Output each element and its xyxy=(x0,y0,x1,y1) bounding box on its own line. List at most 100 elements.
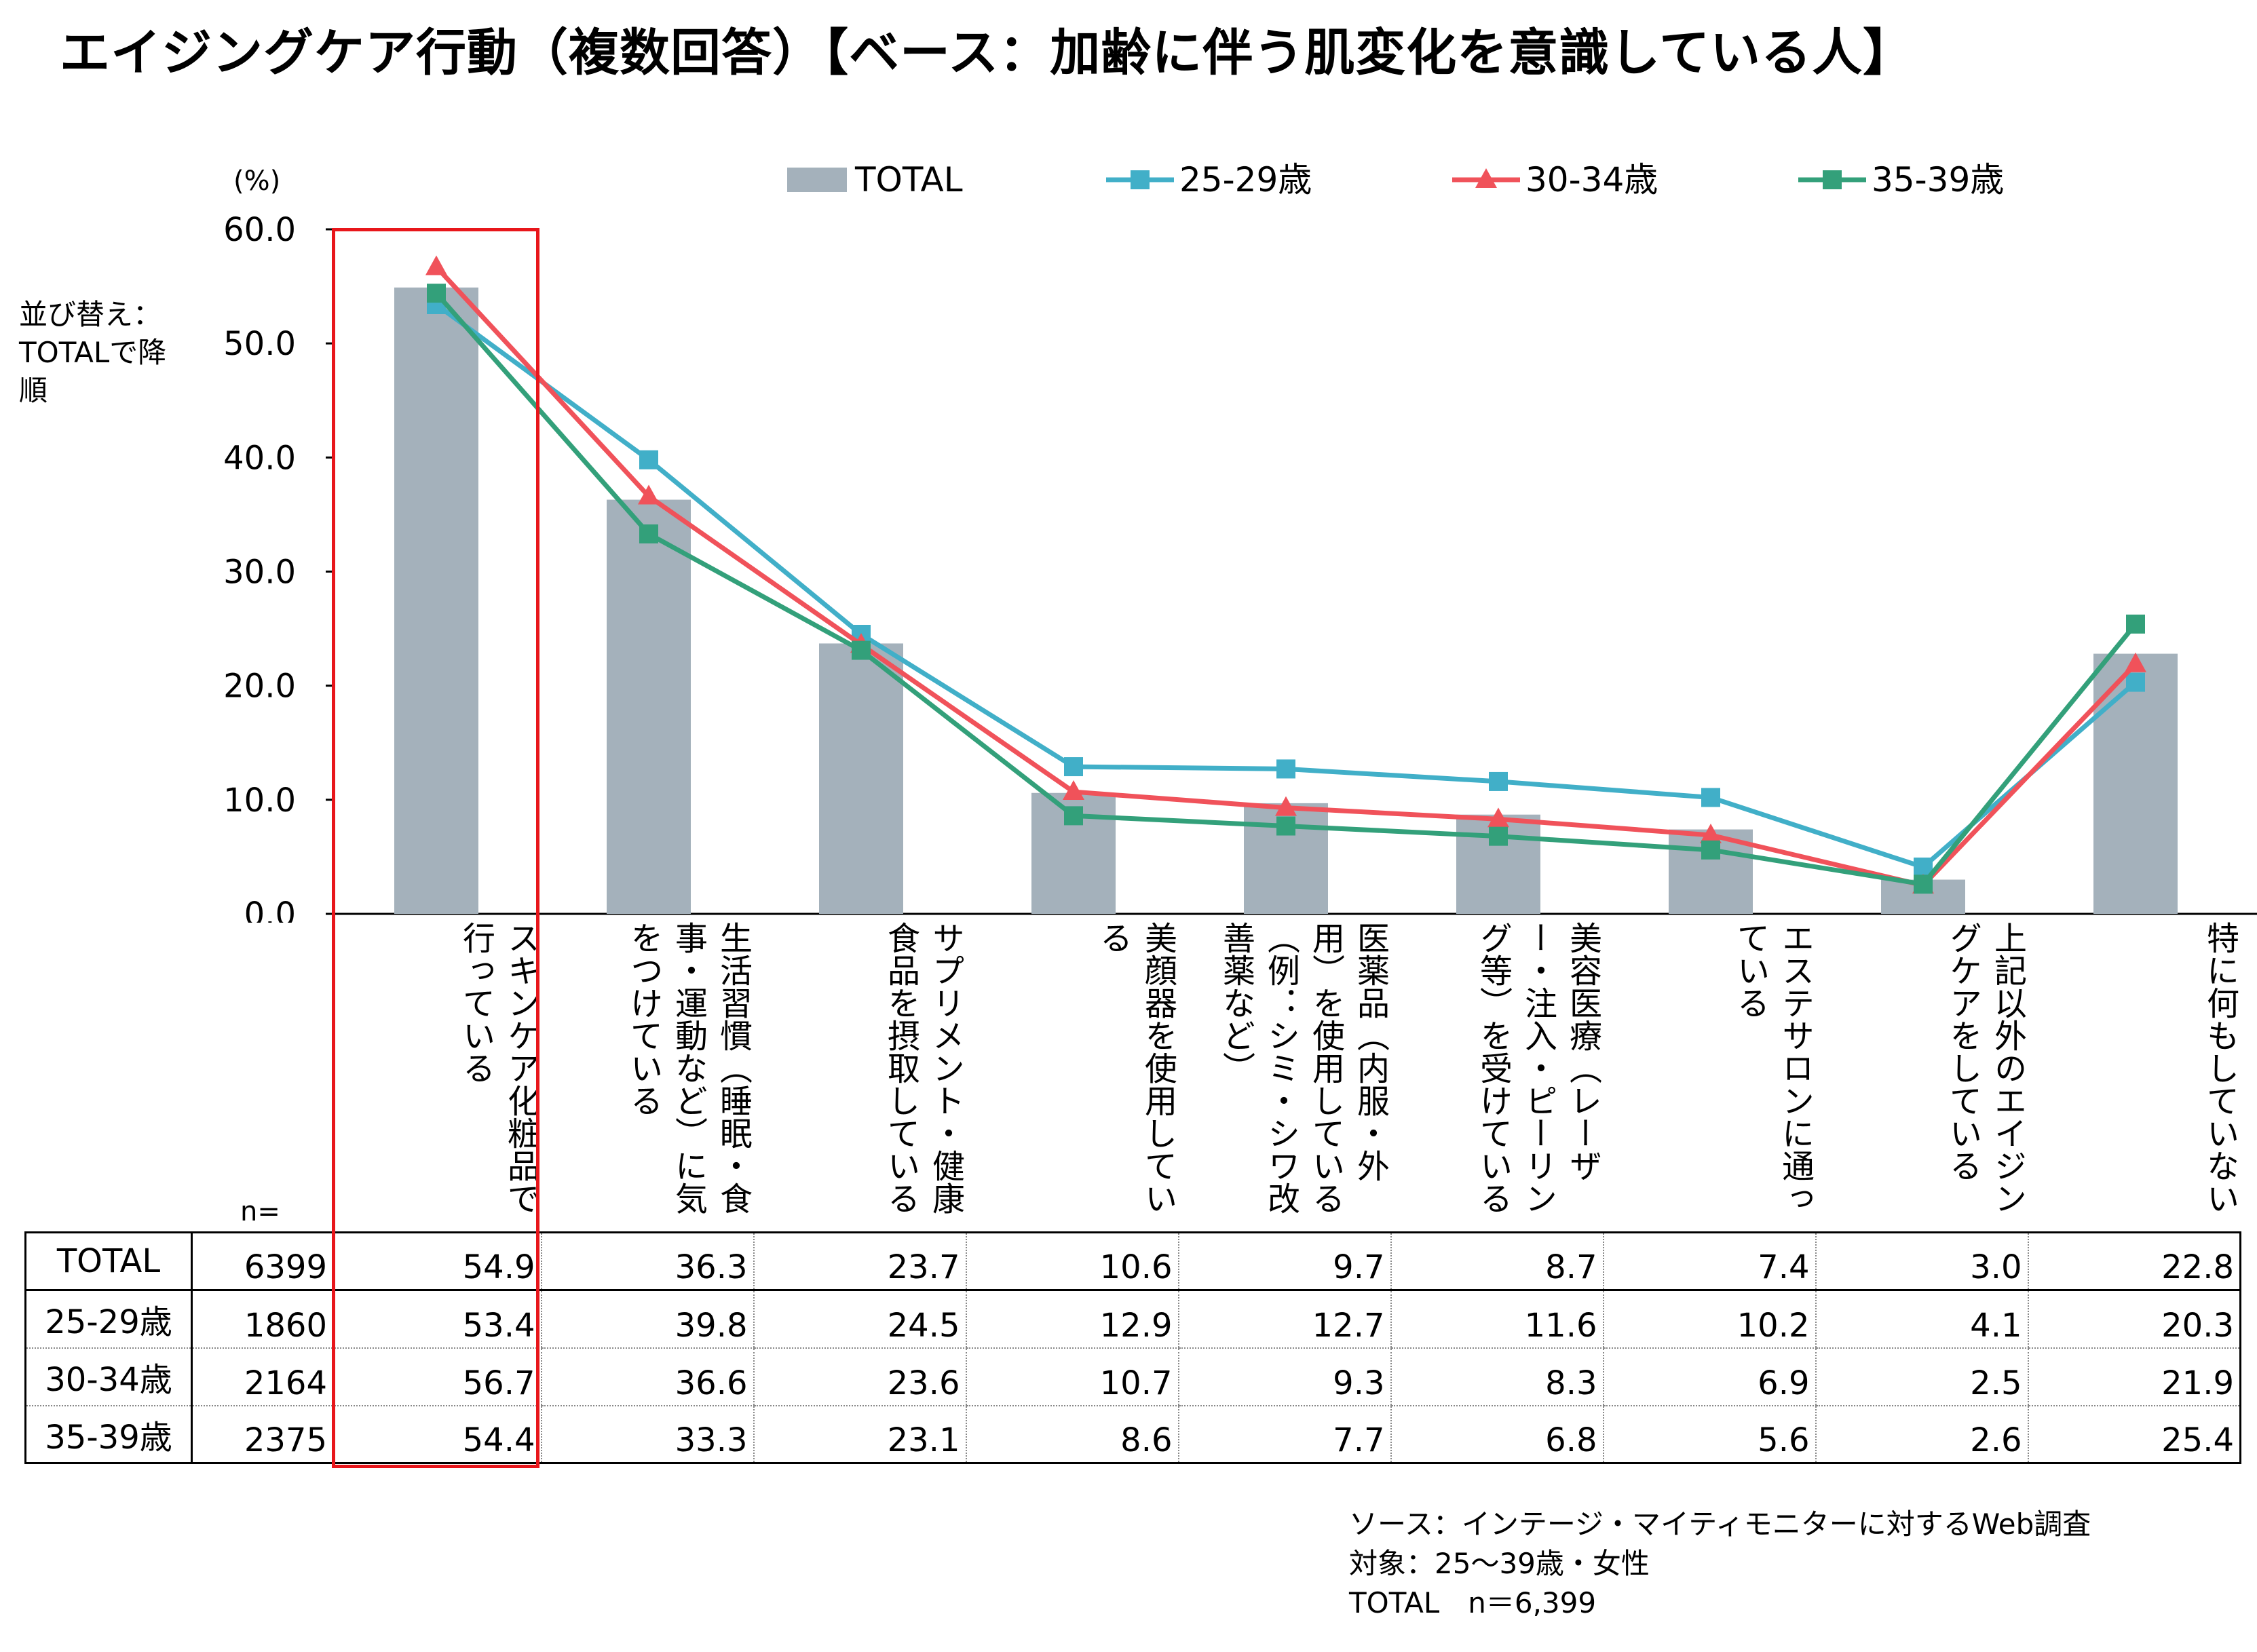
category-label: スキンケア化粧品で行っている xyxy=(457,921,539,1214)
series-lines xyxy=(425,255,2146,894)
category-label: 生活習慣（睡眠・食事・運動など）に気をつけている xyxy=(624,921,752,1214)
bar-total xyxy=(2093,653,2178,914)
point-marker xyxy=(1914,875,1933,894)
value-cell: 22.8 xyxy=(2027,1231,2241,1291)
category-label: 美容医療（レーザー・注入・ピーリング等）を受けている xyxy=(1474,921,1601,1214)
y-tick-label: 50.0 xyxy=(223,325,296,363)
value-cell: 10.6 xyxy=(965,1231,1179,1291)
row-label: 30-34歳 xyxy=(24,1347,193,1406)
category-label: 特に何もしていない xyxy=(2201,921,2239,1214)
series-line xyxy=(434,303,2138,870)
page-title: エイジングケア行動（複数回答）【ベース：加齢に伴う肌変化を意識している人】 xyxy=(60,24,1914,82)
value-cell: 21.9 xyxy=(2027,1347,2241,1406)
category-label: 美顔器を使用している xyxy=(1094,921,1177,1214)
point-marker xyxy=(1063,780,1084,801)
point-marker xyxy=(1489,826,1508,846)
value-cell: 9.7 xyxy=(1177,1231,1391,1291)
legend-label: TOTAL xyxy=(854,160,963,199)
source-line: ソース：インテージ・マイティモニターに対するWeb調査 xyxy=(1349,1507,2091,1541)
sort-note: 並び替え：TOTALで降順 xyxy=(19,298,167,407)
total-bars xyxy=(394,287,2178,914)
value-cell: 54.4 xyxy=(333,1405,542,1464)
point-marker xyxy=(1064,806,1083,826)
point-marker xyxy=(1701,840,1720,860)
value-cell: 20.3 xyxy=(2027,1290,2241,1349)
point-marker xyxy=(425,255,447,275)
source-line: 対象：25〜39歳・女性 xyxy=(1349,1547,1650,1580)
value-cell: 8.6 xyxy=(965,1405,1179,1464)
n-cell: 2375 xyxy=(191,1405,335,1464)
chart-area: 0.0 10.0 20.0 30.0 40.0 50.0 60.0 TOTAL 25-29歳 3… xyxy=(223,160,2257,923)
legend-marker xyxy=(1823,170,1842,189)
value-cell: 36.3 xyxy=(540,1231,754,1291)
highlight-box xyxy=(332,228,539,1468)
source-note: ソース：インテージ・マイティモニターに対するWeb調査 対象：25〜39歳・女性 T… xyxy=(1349,1505,2091,1623)
value-cell: 10.2 xyxy=(1602,1290,1816,1349)
y-tick-label: 60.0 xyxy=(223,211,296,249)
point-marker xyxy=(639,524,658,544)
source-line: TOTAL n＝6,399 xyxy=(1349,1586,1597,1619)
row-label: 25-29歳 xyxy=(24,1290,193,1349)
legend-marker xyxy=(1475,168,1497,188)
value-cell: 25.4 xyxy=(2027,1405,2241,1464)
category-label: エステサロンに通っている xyxy=(1731,921,1814,1214)
legend-label: 30-34歳 xyxy=(1525,160,1658,199)
table-row: 25-29歳 1860 53.4 39.8 24.5 12.9 12.7 11.6 10.2 4.… xyxy=(24,1290,2241,1349)
category-label: サプリメント・健康食品を摂取している xyxy=(881,921,964,1214)
row-label: 35-39歳 xyxy=(24,1405,193,1464)
value-cell: 53.4 xyxy=(333,1290,542,1349)
point-marker xyxy=(1064,757,1083,777)
value-cell: 23.1 xyxy=(753,1405,966,1464)
value-cell: 33.3 xyxy=(540,1405,754,1464)
point-marker xyxy=(639,450,658,469)
value-cell: 12.9 xyxy=(965,1290,1179,1349)
value-cell: 8.7 xyxy=(1390,1231,1604,1291)
value-cell: 4.1 xyxy=(1815,1290,2028,1349)
point-marker xyxy=(1276,759,1295,779)
value-cell: 6.8 xyxy=(1390,1405,1604,1464)
legend-marker xyxy=(1131,170,1150,189)
value-cell: 36.6 xyxy=(540,1347,754,1406)
point-marker xyxy=(1276,816,1295,836)
value-cell: 9.3 xyxy=(1177,1347,1391,1406)
n-cell: 6399 xyxy=(191,1231,335,1291)
value-cell: 12.7 xyxy=(1177,1290,1391,1349)
value-cell: 8.3 xyxy=(1390,1347,1604,1406)
category-label: 医薬品（内服・外用）を使用している（例：シミ・シワ改善薬など） xyxy=(1217,921,1389,1214)
y-axis-unit-label: (%) xyxy=(233,166,281,197)
y-tick-label: 0.0 xyxy=(244,896,296,923)
value-cell: 2.5 xyxy=(1815,1347,2028,1406)
legend: TOTAL 25-29歳 30-34歳 35-39歳 xyxy=(787,160,2004,199)
table-row: TOTAL 6399 54.9 36.3 23.7 10.6 9.7 8.7 7.4 3.0 22.… xyxy=(24,1231,2241,1291)
table-row: 30-34歳 2164 56.7 36.6 23.6 10.7 9.3 8.3 6.9 2.5 21… xyxy=(24,1347,2241,1406)
value-cell: 24.5 xyxy=(753,1290,966,1349)
point-marker xyxy=(852,640,871,660)
series-line xyxy=(434,291,2138,887)
value-cell: 10.7 xyxy=(965,1347,1179,1406)
value-cell: 3.0 xyxy=(1815,1231,2028,1291)
value-cell: 2.6 xyxy=(1815,1405,2028,1464)
point-marker xyxy=(638,484,660,505)
y-tick-label: 30.0 xyxy=(223,554,296,592)
n-header: n= xyxy=(240,1196,280,1227)
point-marker xyxy=(1487,807,1509,828)
point-marker xyxy=(1489,771,1508,791)
value-cell: 7.7 xyxy=(1177,1405,1391,1464)
category-label: 上記以外のエイジングケアをしている xyxy=(1943,921,2026,1214)
n-cell: 1860 xyxy=(191,1290,335,1349)
point-marker xyxy=(2125,652,2146,672)
data-table: TOTAL 6399 54.9 36.3 23.7 10.6 9.7 8.7 7.4 3.0 22.… xyxy=(24,1231,2241,1464)
value-cell: 23.7 xyxy=(753,1231,966,1291)
value-cell: 39.8 xyxy=(540,1290,754,1349)
value-cell: 7.4 xyxy=(1602,1231,1816,1291)
value-cell: 11.6 xyxy=(1390,1290,1604,1349)
y-tick-label: 20.0 xyxy=(223,668,296,706)
y-tick-label: 10.0 xyxy=(223,782,296,820)
legend-label: 35-39歳 xyxy=(1872,160,2004,199)
point-marker xyxy=(427,284,446,303)
row-label: TOTAL xyxy=(24,1231,193,1291)
y-tick-label: 40.0 xyxy=(223,439,296,477)
n-cell: 2164 xyxy=(191,1347,335,1406)
point-marker xyxy=(2126,672,2145,692)
series-line xyxy=(434,265,2138,888)
